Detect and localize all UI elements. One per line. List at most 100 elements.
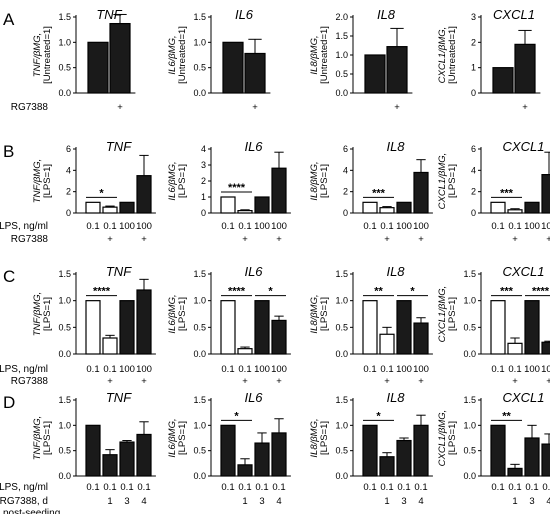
bar	[254, 196, 270, 214]
significance-label: ***	[500, 187, 514, 199]
y-axis-label: IL6/βMG,	[167, 35, 178, 74]
factor-label: RG7388	[11, 234, 49, 245]
factor-mark: 0.1	[414, 482, 427, 493]
panel-title: TNF	[106, 139, 132, 154]
bar	[119, 201, 135, 214]
bar	[271, 167, 287, 214]
y-tick-label: 0.0	[193, 88, 206, 98]
y-tick-label: 1.5	[58, 395, 71, 405]
bar	[514, 43, 536, 94]
y-tick-label: 0.0	[463, 349, 476, 359]
y-tick-label: 0	[66, 208, 71, 218]
y-axis-label: CXCL1/βMG,	[437, 27, 448, 84]
factor-mark: +	[546, 234, 550, 245]
panel-title: TNF	[96, 7, 122, 22]
factor-mark: 0.1	[86, 221, 99, 232]
factor-mark: 0.1	[86, 364, 99, 375]
factor-mark: 0.1	[137, 482, 150, 493]
y-axis-label: [LPS=1]	[319, 164, 330, 198]
y-axis-label: CXCL1/βMG,	[437, 410, 448, 467]
significance-label: ****	[93, 286, 111, 298]
factor-mark: 1	[242, 496, 247, 507]
factor-mark: 100	[271, 221, 287, 232]
y-axis-label: [LPS=1]	[319, 297, 330, 331]
y-axis-label: TNF/βMG,	[32, 159, 43, 203]
y-tick-label: 6	[66, 144, 71, 154]
bar	[254, 300, 270, 355]
panel-A-IL6: 0.0 0.5 1.0 1.5 IL6/βMG, [Untreated=1] IL6 +	[167, 7, 271, 113]
bar	[396, 439, 412, 477]
y-tick-label: 0.5	[335, 322, 348, 332]
bar	[136, 289, 152, 355]
factor-mark: 3	[124, 496, 129, 507]
factor-mark: 0.1	[238, 482, 251, 493]
factor-mark: 100	[254, 364, 270, 375]
factor-mark: +	[141, 234, 147, 245]
y-tick-label: 1.0	[193, 37, 206, 47]
bar	[413, 322, 429, 355]
y-tick-label: 2	[66, 187, 71, 197]
y-tick-label: 1	[471, 63, 476, 73]
bar	[271, 319, 287, 355]
factor-mark: 100	[413, 221, 429, 232]
y-axis-label: [LPS=1]	[42, 297, 53, 331]
y-tick-label: 0.5	[58, 63, 71, 73]
bar	[244, 52, 266, 94]
y-axis-label: [LPS=1]	[447, 164, 458, 198]
factor-label: LPS, ng/ml	[0, 221, 48, 232]
bar	[379, 207, 395, 214]
factor-mark: +	[242, 376, 248, 387]
y-tick-label: 1.0	[58, 37, 71, 47]
panel-title: IL6	[235, 7, 254, 22]
y-tick-label: 6	[343, 144, 348, 154]
bar	[490, 300, 506, 355]
y-tick-label: 0.5	[193, 446, 206, 456]
y-tick-label: 0.0	[463, 471, 476, 481]
panel-letter: D	[3, 393, 15, 412]
panel-letter: C	[3, 267, 15, 286]
y-tick-label: 3	[201, 160, 206, 170]
y-axis-label: TNF/βMG,	[32, 292, 43, 336]
factor-mark: 3	[529, 496, 534, 507]
bar	[220, 300, 236, 355]
panel-title: IL8	[386, 139, 405, 154]
factor-mark: +	[418, 376, 424, 387]
bar	[362, 424, 378, 477]
panel-title: IL6	[244, 390, 263, 405]
panel-A-IL8: 0.0 0.5 1.0 1.5 2.0 IL8/βMG, [Untreated=1] IL8 +	[309, 7, 413, 113]
bar	[524, 300, 540, 355]
y-tick-label: 1.5	[193, 269, 206, 279]
factor-mark: 100	[396, 364, 412, 375]
bar	[109, 22, 131, 94]
bar	[220, 424, 236, 477]
y-tick-label: 2	[201, 176, 206, 186]
panel-title: IL6	[244, 139, 263, 154]
y-tick-label: 1.0	[58, 420, 71, 430]
factor-mark: 0.1	[86, 482, 99, 493]
factor-mark: 1	[512, 496, 517, 507]
factor-label: LPS, ng/ml	[0, 482, 48, 493]
bar	[379, 333, 395, 355]
factor-mark: 0.1	[508, 364, 521, 375]
y-tick-label: 6	[471, 144, 476, 154]
panel-title: IL8	[377, 7, 396, 22]
y-axis-label: CXCL1/βMG,	[437, 153, 448, 210]
factor-mark: +	[252, 102, 258, 113]
bar	[492, 67, 514, 94]
panel-title: IL8	[386, 390, 405, 405]
panel-title: CXCL1	[503, 264, 545, 279]
bar	[379, 456, 395, 477]
y-tick-label: 1.5	[193, 12, 206, 22]
y-axis-label: [LPS=1]	[177, 297, 188, 331]
y-tick-label: 1.5	[58, 269, 71, 279]
factor-mark: 0.1	[380, 364, 393, 375]
y-axis-label: CXCL1/βMG,	[437, 286, 448, 343]
bar	[220, 196, 236, 214]
factor-mark: 0.1	[221, 221, 234, 232]
panel-A-CXCL1: 0 1 2 3 CXCL1/βMG, [Untreated=1] CXCL1 +	[437, 7, 541, 113]
factor-mark: +	[384, 376, 390, 387]
